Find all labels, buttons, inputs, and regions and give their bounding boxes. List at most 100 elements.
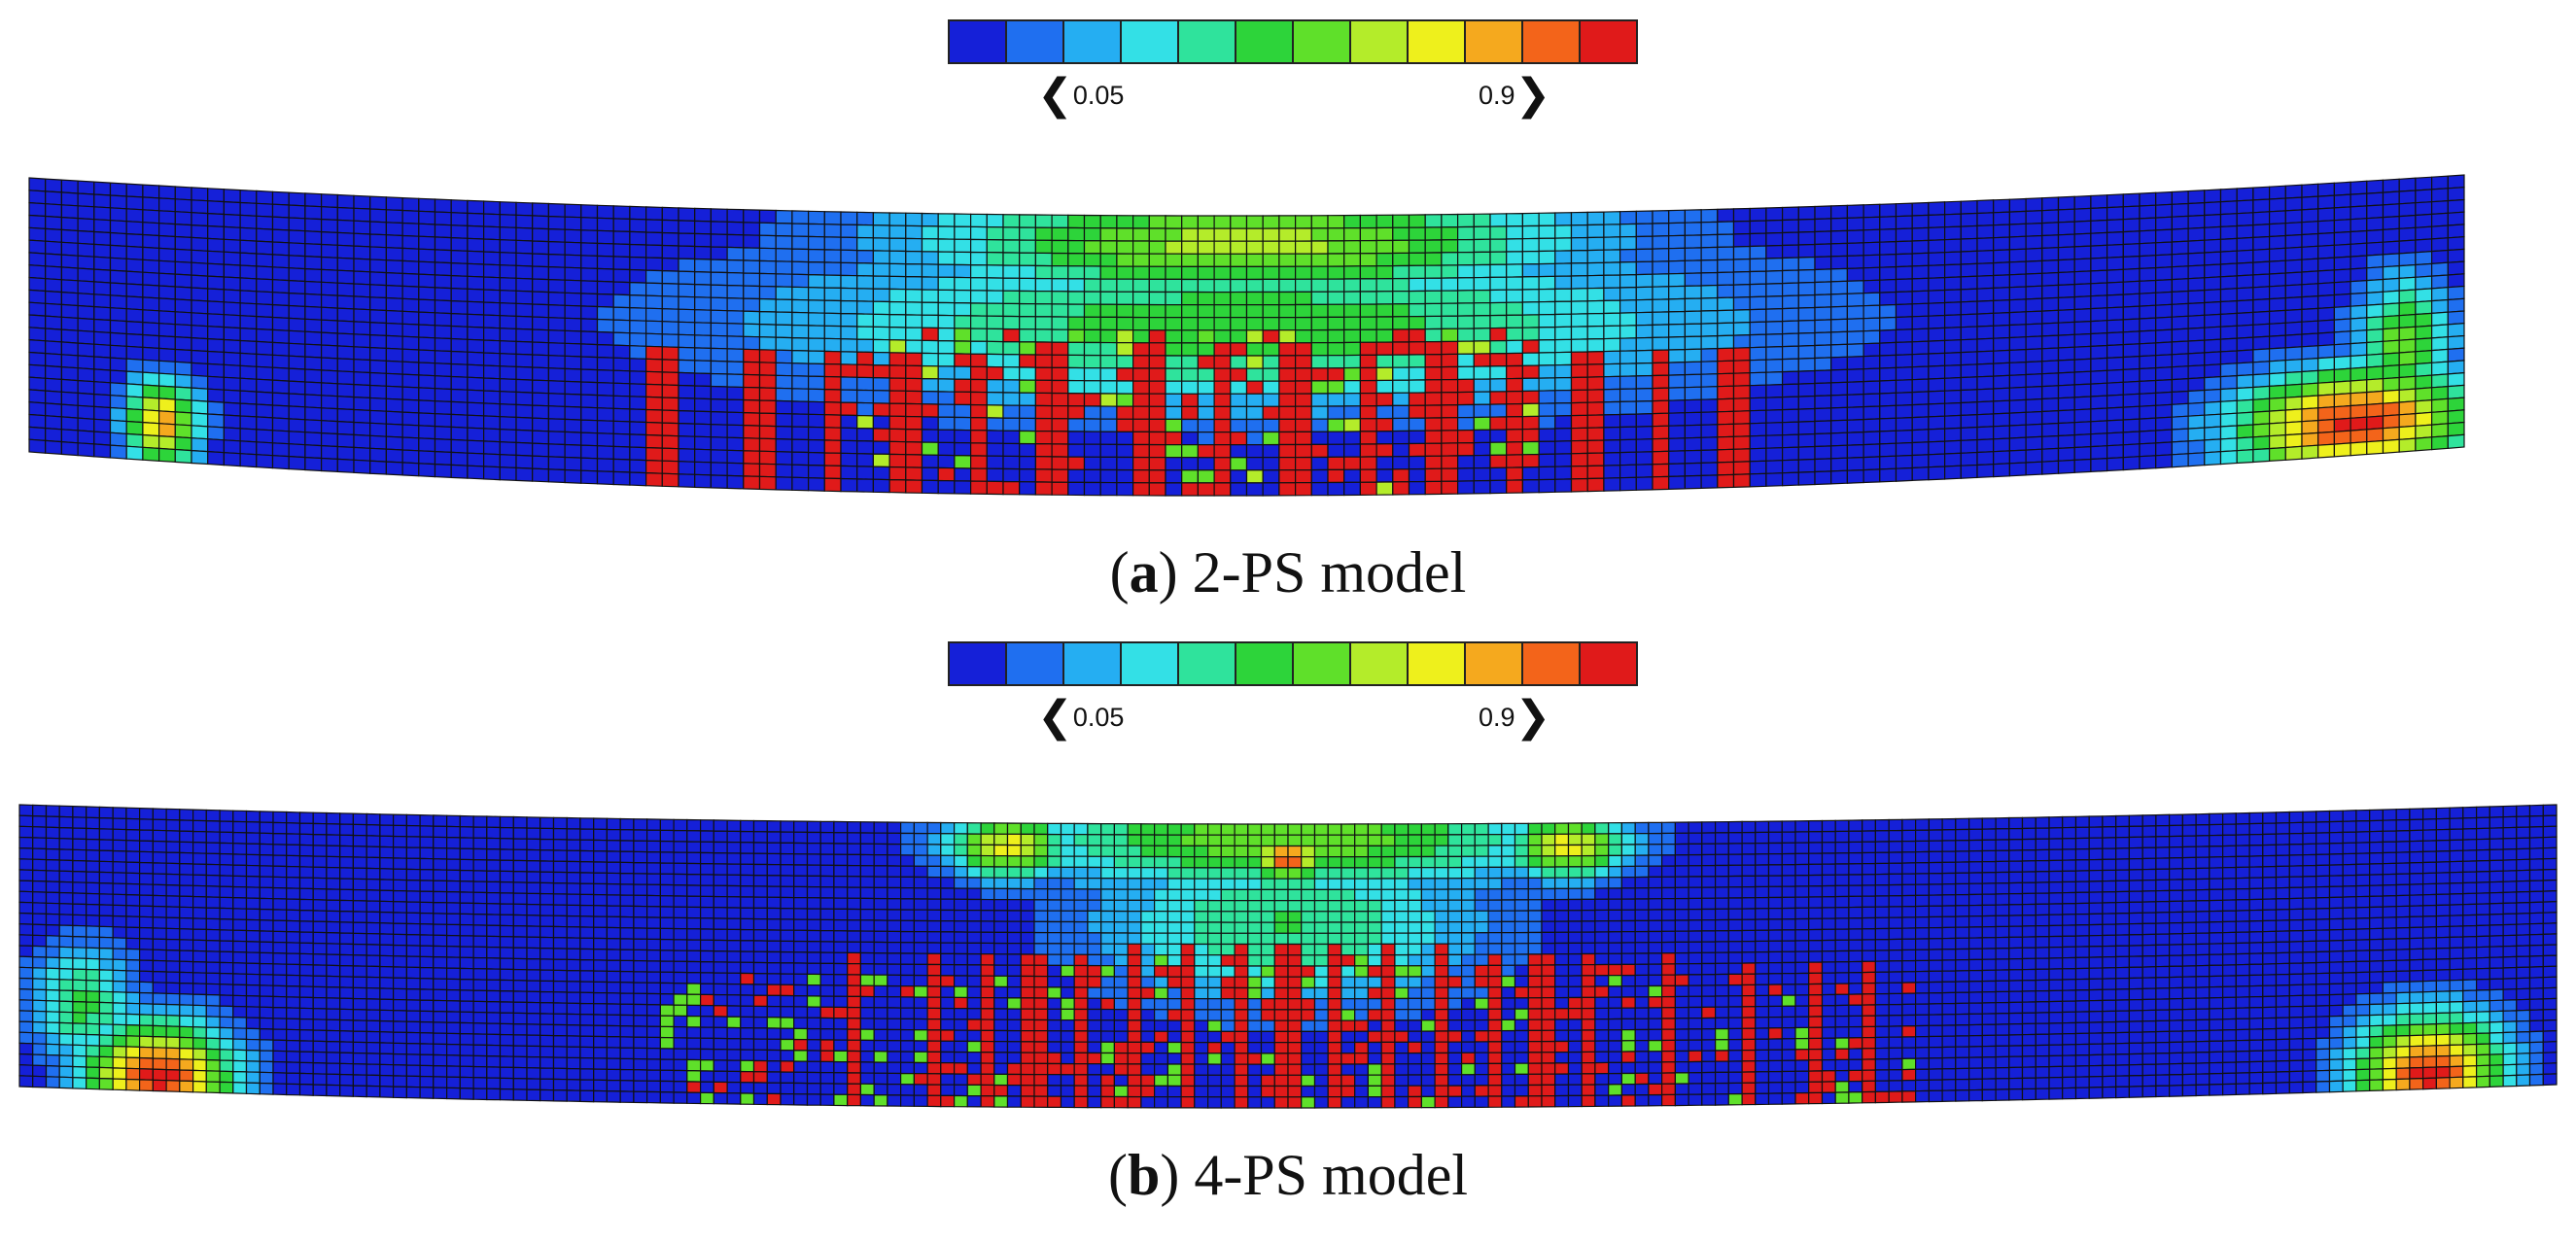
mesh-element xyxy=(58,989,74,1003)
mesh-element xyxy=(847,1061,862,1074)
mesh-element xyxy=(98,1045,114,1058)
mesh-element xyxy=(272,821,288,835)
mesh-element xyxy=(245,1060,261,1073)
mesh-element xyxy=(179,916,194,930)
mesh-element xyxy=(245,843,261,856)
mesh-element xyxy=(433,890,448,904)
mesh-element xyxy=(312,1029,328,1043)
mesh-element xyxy=(192,960,207,974)
mesh-element xyxy=(606,872,621,885)
mesh-element xyxy=(619,817,635,831)
mesh-element xyxy=(780,1049,795,1062)
mesh-element xyxy=(393,1086,407,1099)
mesh-element xyxy=(339,899,354,913)
mesh-element xyxy=(645,1090,662,1104)
mesh-element xyxy=(579,1089,595,1103)
color-swatch xyxy=(950,21,1007,62)
mesh-element xyxy=(32,891,48,904)
mesh-element xyxy=(339,845,354,858)
mesh-element xyxy=(152,916,167,929)
mesh-element xyxy=(512,903,528,916)
mesh-element xyxy=(58,1011,74,1024)
mesh-element xyxy=(566,1089,581,1103)
mesh-element xyxy=(566,849,581,863)
mesh-element xyxy=(472,956,488,970)
mesh-element xyxy=(752,940,768,953)
mesh-element xyxy=(686,895,702,909)
color-swatch xyxy=(1466,21,1523,62)
mesh-element xyxy=(793,918,809,932)
mesh-element xyxy=(633,818,648,831)
mesh-element xyxy=(152,938,167,951)
mesh-element xyxy=(419,999,435,1013)
mesh-element xyxy=(58,1054,74,1068)
mesh-element xyxy=(472,1054,488,1068)
mesh-element xyxy=(379,1086,395,1098)
mesh-element xyxy=(499,880,514,894)
mesh-element xyxy=(125,1035,141,1049)
mesh-element xyxy=(579,1068,595,1081)
mesh-element xyxy=(245,1017,261,1030)
mesh-element xyxy=(740,884,755,898)
mesh-element xyxy=(405,987,421,1001)
mesh-element xyxy=(192,830,207,844)
mesh-element xyxy=(339,823,354,837)
mesh-element xyxy=(579,1014,595,1026)
mesh-element xyxy=(645,949,662,962)
mesh-element xyxy=(259,876,274,889)
mesh-element xyxy=(98,1023,114,1037)
mesh-element xyxy=(125,905,141,917)
mesh-element xyxy=(579,991,595,1005)
mesh-element xyxy=(726,852,742,865)
mesh-element xyxy=(847,951,862,965)
mesh-element xyxy=(752,885,768,898)
mesh-element xyxy=(179,928,194,941)
mesh-element xyxy=(219,864,234,877)
mesh-element xyxy=(379,856,395,870)
mesh-element xyxy=(566,828,581,841)
mesh-element xyxy=(859,919,875,932)
mesh-element xyxy=(32,847,48,861)
mesh-element xyxy=(579,872,595,884)
mesh-element xyxy=(766,1005,782,1019)
mesh-element xyxy=(419,1075,435,1088)
mesh-element xyxy=(419,912,435,925)
mesh-element xyxy=(552,893,568,906)
mesh-element xyxy=(352,932,367,946)
mesh-element xyxy=(98,893,114,906)
mesh-element xyxy=(713,841,728,854)
mesh-element xyxy=(219,961,234,975)
mesh-element xyxy=(45,967,60,981)
mesh-element xyxy=(112,828,127,842)
mesh-element xyxy=(18,1031,34,1045)
mesh-element xyxy=(472,1000,488,1014)
mesh-element xyxy=(633,850,648,864)
mesh-element xyxy=(819,864,835,878)
mesh-element xyxy=(566,1067,581,1081)
mesh-element xyxy=(45,880,60,894)
mesh-element xyxy=(619,829,635,842)
mesh-element xyxy=(740,1059,755,1073)
mesh-element xyxy=(446,825,461,839)
mesh-element xyxy=(312,996,328,1010)
mesh-element xyxy=(98,915,114,928)
mesh-element xyxy=(312,964,328,978)
mesh-element xyxy=(58,826,74,840)
mesh-element xyxy=(486,935,502,949)
mesh-element xyxy=(245,810,261,823)
mesh-element xyxy=(366,835,381,848)
mesh-element xyxy=(540,1078,555,1091)
mesh-element xyxy=(112,807,127,820)
mesh-element xyxy=(645,818,662,831)
mesh-element xyxy=(366,965,381,979)
mesh-element xyxy=(526,1055,541,1069)
mesh-element xyxy=(780,896,795,910)
mesh-element xyxy=(819,843,835,855)
mesh-element xyxy=(833,853,849,867)
mesh-element xyxy=(152,970,167,984)
mesh-element xyxy=(540,1034,555,1048)
mesh-element xyxy=(593,882,609,896)
mesh-element xyxy=(847,1018,862,1030)
mesh-element xyxy=(205,983,221,996)
mesh-element xyxy=(272,984,288,998)
